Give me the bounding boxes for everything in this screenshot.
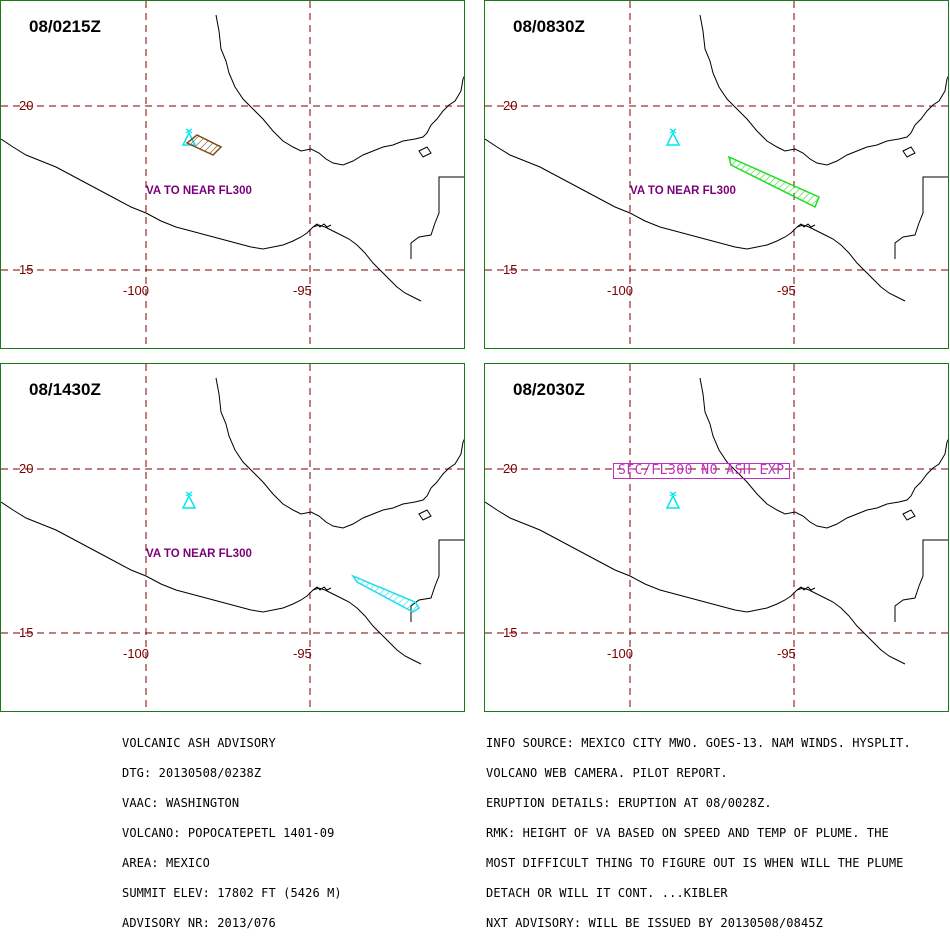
pacific-coastline [485, 138, 906, 302]
pacific-coastline [1, 501, 422, 665]
map-canvas [485, 364, 948, 711]
lat-label-20: 20 [19, 461, 34, 476]
lat-label-20: 20 [503, 98, 518, 113]
lon-label-100: -100 [123, 646, 150, 661]
lagoon-outline [902, 146, 916, 158]
map-canvas [1, 364, 464, 711]
map-canvas [1, 1, 464, 348]
border-line [410, 539, 464, 622]
lat-label-15: 15 [19, 262, 34, 277]
va-label: VA TO NEAR FL300 [630, 185, 736, 197]
advisory-line: ADVISORY NR: 2013/076 [122, 916, 276, 930]
advisory-line: RMK: HEIGHT OF VA BASED ON SPEED AND TEM… [486, 826, 889, 840]
volcano-triangle [665, 494, 681, 509]
panel-time: 08/2030Z [513, 380, 585, 399]
advisory-line: AREA: MEXICO [122, 856, 210, 870]
advisory-line: NXT ADVISORY: WILL BE ISSUED BY 20130508… [486, 916, 823, 930]
ash-plume-area [185, 134, 223, 156]
gulf-coastline [699, 377, 948, 529]
lagoon-outline [418, 509, 432, 521]
panel-time: 08/0830Z [513, 17, 585, 36]
volcano-icon [181, 491, 197, 509]
advisory-line: VAAC: WASHINGTON [122, 796, 240, 810]
volcano-plume-mark [185, 128, 193, 134]
lagoon-outline [902, 509, 916, 521]
lat-label-15: 15 [503, 625, 518, 640]
coast-detail [312, 223, 332, 228]
gulf-coastline [215, 377, 464, 529]
panel-time: 08/0215Z [29, 17, 101, 36]
lat-label-15: 15 [19, 625, 34, 640]
advisory-line: VOLCANO WEB CAMERA. PILOT REPORT. [486, 766, 728, 780]
lon-label-95: -95 [777, 646, 796, 661]
pacific-coastline [1, 138, 422, 302]
pacific-coastline [485, 501, 906, 665]
forecast-panel-2: 08/0830Z 20 15 -100 -95 VA TO NEAR FL300 [484, 0, 949, 349]
volcano-icon [665, 128, 681, 146]
border-line [894, 176, 948, 259]
lon-label-95: -95 [293, 646, 312, 661]
lon-label-95: -95 [777, 283, 796, 298]
forecast-panel-1: 08/0215Z 20 15 -100 -95 VA TO NEAR FL300 [0, 0, 465, 349]
ash-plume-area [350, 574, 421, 613]
ash-plume-area [727, 155, 820, 209]
lat-label-20: 20 [19, 98, 34, 113]
lat-label-20: 20 [503, 461, 518, 476]
map-canvas [485, 1, 948, 348]
lon-label-100: -100 [607, 646, 634, 661]
forecast-panel-4: 08/2030Z 20 15 -100 -95 SFC/FL300 NO ASH… [484, 363, 949, 712]
lon-label-95: -95 [293, 283, 312, 298]
lat-label-15: 15 [503, 262, 518, 277]
lon-label-100: -100 [123, 283, 150, 298]
va-label: VA TO NEAR FL300 [146, 548, 252, 560]
advisory-line: ERUPTION DETAILS: ERUPTION AT 08/0028Z. [486, 796, 772, 810]
advisory-line: VOLCANO: POPOCATEPETL 1401-09 [122, 826, 335, 840]
coast-detail [796, 586, 816, 591]
border-line [894, 539, 948, 622]
va-label: VA TO NEAR FL300 [146, 185, 252, 197]
volcano-icon [665, 491, 681, 509]
gulf-coastline [699, 14, 948, 166]
advisory-right: INFO SOURCE: MEXICO CITY MWO. GOES-13. N… [486, 718, 911, 938]
advisory-line: DTG: 20130508/0238Z [122, 766, 262, 780]
volcano-triangle [181, 494, 197, 509]
coast-detail [796, 223, 816, 228]
lon-label-100: -100 [607, 283, 634, 298]
border-line [410, 176, 464, 259]
lagoon-outline [418, 146, 432, 158]
advisory-line: DETACH OR WILL IT CONT. ...KIBLER [486, 886, 728, 900]
coast-detail [312, 586, 332, 591]
advisory-line: SUMMIT ELEV: 17802 FT (5426 M) [122, 886, 342, 900]
panel-time: 08/1430Z [29, 380, 101, 399]
volcano-plume-mark [669, 128, 677, 134]
volcano-plume-mark [185, 491, 193, 497]
forecast-panel-3: 08/1430Z 20 15 -100 -95 VA TO NEAR FL300 [0, 363, 465, 712]
gulf-coastline [215, 14, 464, 166]
advisory-left: VOLCANIC ASH ADVISORY DTG: 20130508/0238… [122, 718, 342, 938]
advisory-line: MOST DIFFICULT THING TO FIGURE OUT IS WH… [486, 856, 904, 870]
advisory-line: VOLCANIC ASH ADVISORY [122, 736, 276, 750]
advisory-line: INFO SOURCE: MEXICO CITY MWO. GOES-13. N… [486, 736, 911, 750]
volcano-triangle [665, 131, 681, 146]
no-ash-box-label: SFC/FL300 NO ASH EXP [613, 463, 790, 479]
volcano-plume-mark [669, 491, 677, 497]
